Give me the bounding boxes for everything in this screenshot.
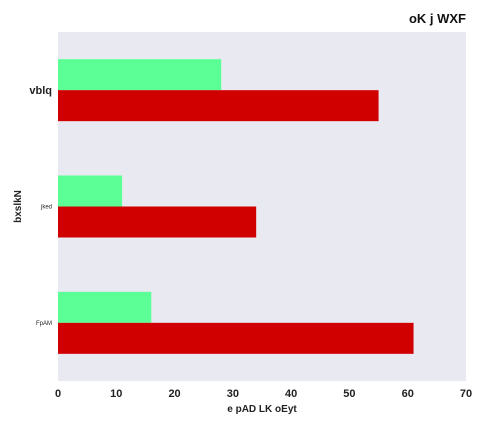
x-tick-label: 60: [402, 388, 414, 400]
bar-FpAM-series-1: [58, 291, 152, 323]
bar-jked-series-2: [58, 206, 257, 238]
x-tick-label: 10: [110, 388, 122, 400]
bar-vblq-series-1: [58, 59, 222, 91]
x-tick-label: 70: [460, 388, 472, 400]
bar-FpAM-series-2: [58, 322, 414, 354]
chart-title: oK j WXF: [409, 11, 466, 26]
x-tick-label: 30: [227, 388, 239, 400]
bar-jked-series-1: [58, 175, 123, 207]
y-tick-label: jked: [40, 205, 52, 211]
x-tick-label: 50: [343, 388, 355, 400]
y-tick-label: vblq: [29, 85, 52, 97]
x-axis-label: e pAD LK oEyt: [227, 404, 297, 415]
x-tick-label: 40: [285, 388, 297, 400]
y-tick-labels: vblq jked FpAM: [29, 85, 52, 327]
bars-group: [58, 59, 414, 354]
x-tick-labels: 0 10 20 30 40 50 60 70: [55, 388, 472, 400]
bar-vblq-series-2: [58, 90, 379, 122]
x-tick-label: 0: [55, 388, 61, 400]
y-axis-label: bxslkN: [13, 190, 24, 223]
x-tick-label: 20: [168, 388, 180, 400]
y-tick-label: FpAM: [36, 321, 52, 327]
